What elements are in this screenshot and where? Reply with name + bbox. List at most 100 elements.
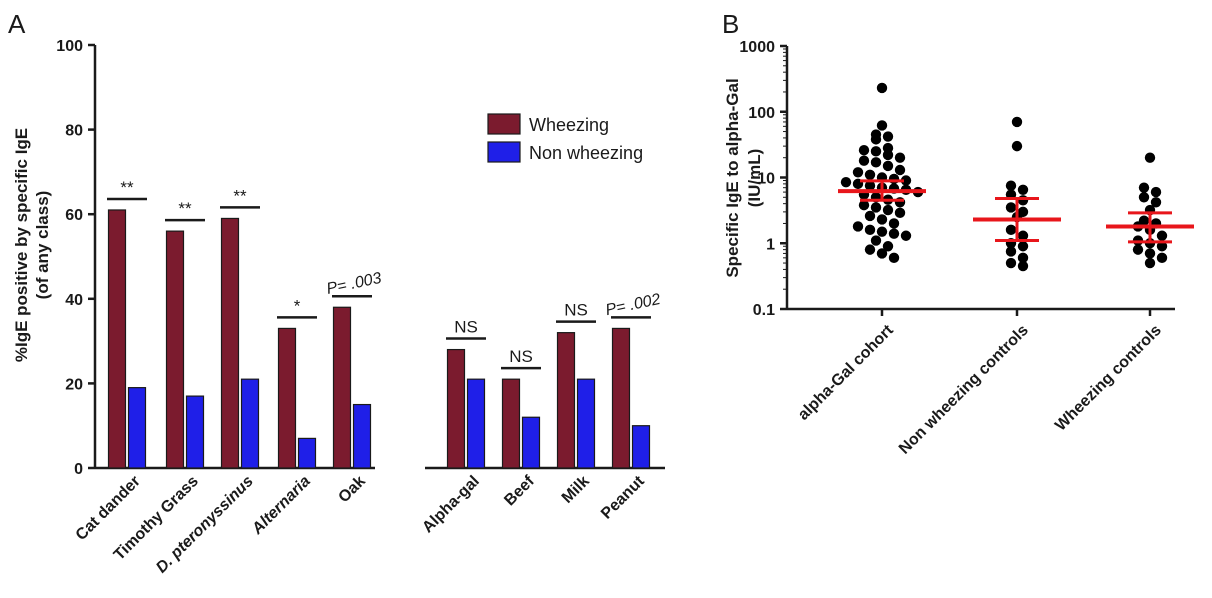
data-point [1144, 257, 1156, 269]
data-point [1017, 252, 1029, 264]
x-category-label: Milk [559, 473, 593, 507]
data-point [1005, 180, 1017, 191]
bar-wheezing [220, 217, 240, 469]
data-point [1150, 197, 1162, 208]
significance-label: ** [120, 178, 134, 197]
y-axis-title-line2: (of any class) [33, 191, 52, 300]
legend-label: Non wheezing [529, 143, 643, 163]
y-tick-label: 1 [766, 236, 775, 253]
bar-wheezing [611, 327, 631, 469]
data-point [1017, 241, 1029, 252]
bar-non-wheezing [127, 387, 147, 469]
bar-non-wheezing [297, 437, 317, 469]
data-point [888, 173, 900, 185]
data-point [894, 197, 906, 208]
x-category-label: Peanut [598, 472, 648, 522]
x-category-label: D. pteronyssinus [153, 473, 257, 577]
data-point [1156, 230, 1168, 241]
bar-non-wheezing [631, 425, 651, 469]
data-point [1005, 202, 1017, 213]
data-point [858, 199, 870, 211]
data-point [876, 248, 888, 259]
data-point [870, 235, 882, 246]
data-point [852, 167, 864, 178]
legend-label: Wheezing [529, 115, 609, 135]
significance-label: ** [233, 186, 247, 205]
data-point [882, 241, 894, 252]
y-tick-label: 100 [748, 105, 775, 122]
data-point [876, 214, 888, 225]
data-point [876, 120, 888, 131]
data-point [888, 218, 900, 229]
data-point [1011, 140, 1023, 152]
data-point [882, 149, 894, 161]
significance-label: * [294, 296, 301, 315]
bar-wheezing [332, 306, 352, 469]
bar-wheezing [165, 230, 185, 469]
data-point [894, 152, 906, 163]
bar-non-wheezing [352, 403, 372, 469]
data-point [1005, 224, 1017, 236]
significance-label: P= .003 [325, 270, 383, 298]
data-point [888, 252, 900, 264]
data-point [1011, 116, 1023, 128]
y-tick-label: 1000 [739, 39, 775, 56]
bar-non-wheezing [576, 378, 596, 469]
bar-wheezing [501, 378, 521, 469]
significance-label: NS [564, 301, 588, 320]
y-tick-label: 40 [65, 292, 83, 309]
data-point [1017, 230, 1029, 241]
data-point [864, 244, 876, 255]
data-point [1017, 195, 1029, 206]
y-tick-label: 60 [65, 207, 83, 224]
data-point [876, 82, 888, 94]
x-category-label: Beef [501, 472, 538, 509]
data-point [882, 160, 894, 172]
bar-wheezing [107, 209, 127, 469]
data-point [864, 180, 876, 191]
x-category-label: alpha-Gal cohort [795, 321, 897, 423]
y-axis-title-line2: (IU/mL) [745, 149, 764, 208]
x-category-label: Oak [335, 473, 368, 506]
data-point [1144, 152, 1156, 163]
data-point [882, 204, 894, 216]
y-tick-label: 0.1 [753, 302, 775, 319]
y-axis-title: Specific IgE to alpha-Gal [723, 78, 742, 277]
y-tick-label: 10 [757, 171, 775, 188]
data-point [876, 226, 888, 237]
bar-wheezing [556, 332, 576, 469]
data-point [870, 202, 882, 213]
panel-a-bar-chart: 0 20 40 60 80 100 %IgE positive by specific Ig… [12, 38, 665, 577]
data-point [900, 230, 912, 241]
data-point [864, 224, 876, 236]
data-point [870, 157, 882, 168]
x-category-label: Non wheezing controls [896, 322, 1032, 458]
x-category-label: Alpha-gal [419, 473, 483, 537]
data-point [894, 207, 906, 219]
panel-b-scatter-plot: 0.1 1 10 100 1000 Specific IgE to alpha-Gal (I… [723, 39, 1194, 458]
x-category-label: Wheezing controls [1052, 322, 1165, 435]
bar-non-wheezing [185, 395, 205, 469]
data-point [1017, 260, 1029, 272]
y-tick-label: 20 [65, 376, 83, 393]
data-point [1138, 192, 1150, 203]
data-point [900, 175, 912, 186]
data-point [1156, 241, 1168, 252]
panel-b-letter: B [722, 9, 739, 39]
data-point [864, 169, 876, 180]
data-point [888, 228, 900, 239]
bar-wheezing [446, 348, 466, 469]
data-point [870, 134, 882, 145]
significance-label: NS [509, 347, 533, 366]
y-axis-title: %IgE positive by specific IgE [12, 128, 31, 362]
significance-label: P= .002 [604, 291, 662, 319]
data-point [1017, 184, 1029, 196]
y-tick-label: 100 [56, 38, 83, 55]
data-point [870, 146, 882, 157]
y-tick-label: 80 [65, 123, 83, 140]
bar-non-wheezing [521, 416, 541, 469]
bar-non-wheezing [466, 378, 486, 469]
data-point [1138, 182, 1150, 193]
data-point [858, 155, 870, 166]
